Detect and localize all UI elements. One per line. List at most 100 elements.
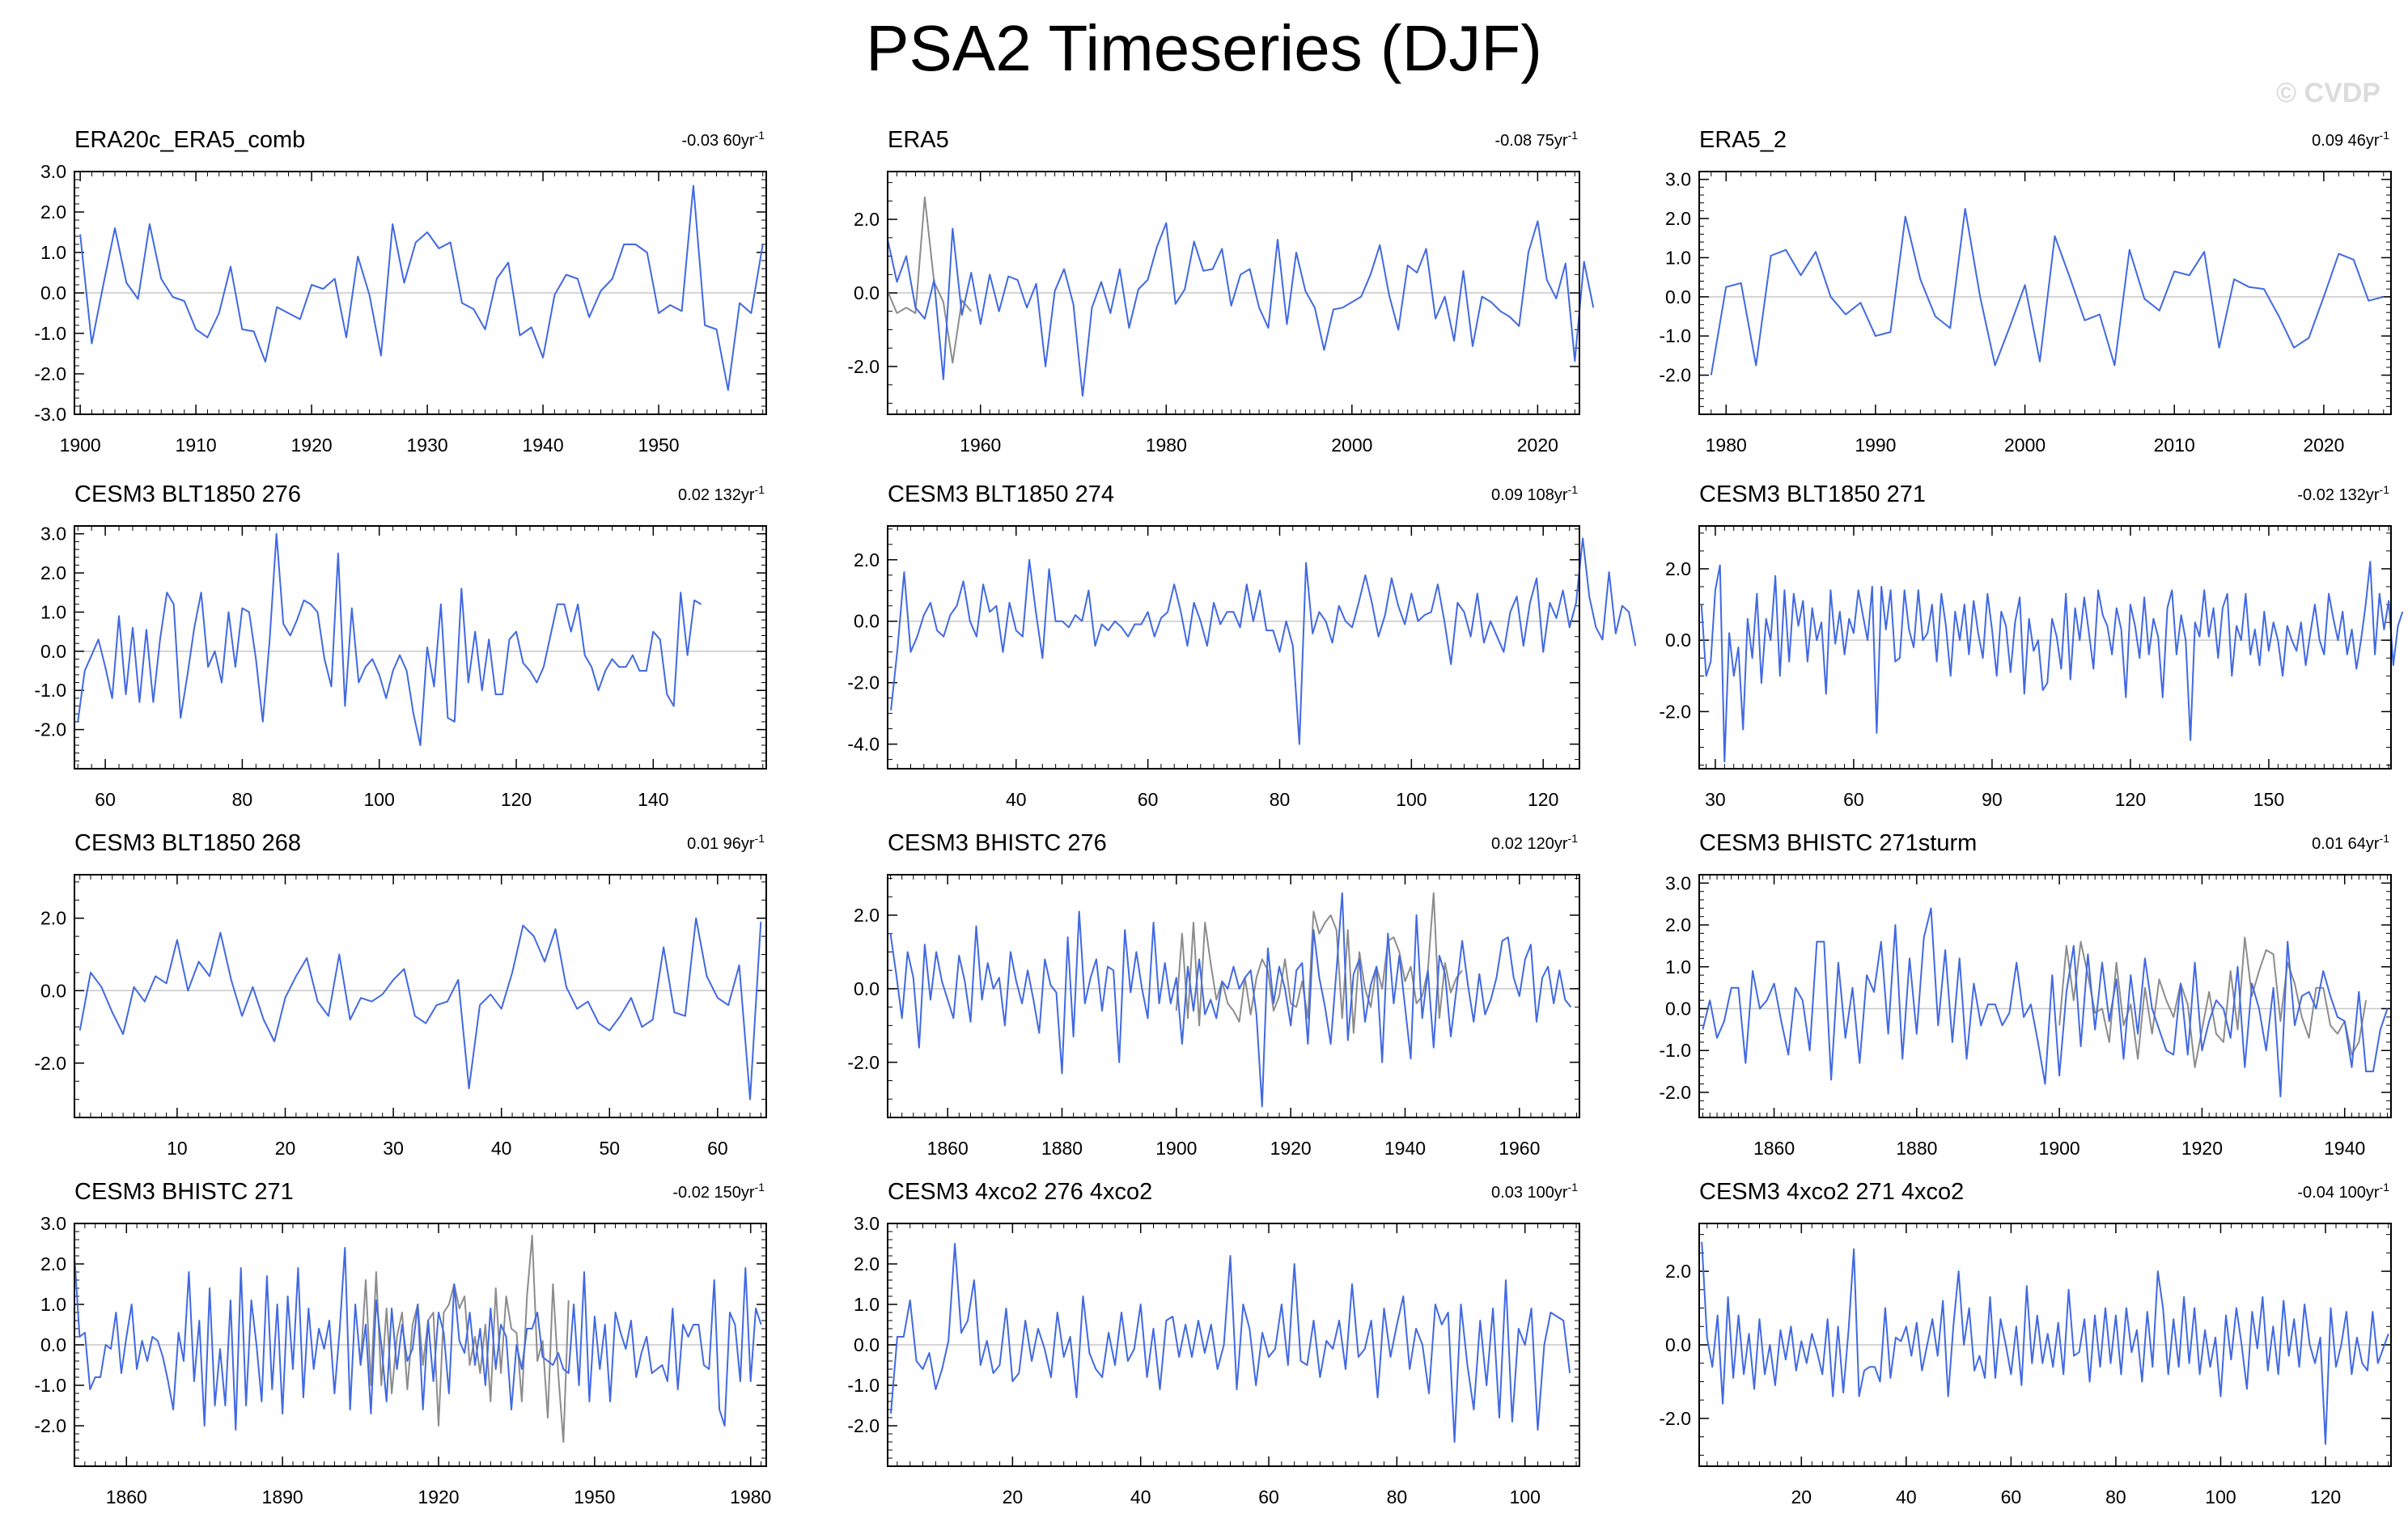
x-tick-label: 60	[1843, 789, 1864, 810]
y-tick-label: 3.0	[1665, 872, 1691, 893]
x-tick-label: 80	[1387, 1486, 1408, 1507]
y-tick-label: 0.0	[854, 1334, 880, 1355]
panel-title: CESM3 BLT1850 268	[74, 830, 301, 856]
x-tick-label: 90	[1982, 789, 2003, 810]
x-tick-label: 1900	[1155, 1138, 1197, 1159]
panel-title: ERA5	[888, 127, 949, 153]
x-tick-label: 1980	[1706, 435, 1747, 456]
trend-label: -0.03 60yr-1	[681, 129, 765, 150]
y-tick-label: -3.0	[34, 404, 66, 425]
chart-panel: CESM3 4xco2 271 4xco2 -0.04 100yr-1 2.0 0.0…	[1659, 1179, 2392, 1507]
y-tick-label: -4.0	[847, 734, 880, 755]
y-tick-label: 1.0	[1665, 247, 1691, 268]
plot-frame	[887, 525, 1580, 770]
x-tick-label: 80	[232, 789, 253, 810]
y-tick-label: -2.0	[1659, 1408, 1691, 1429]
plot-frame	[887, 171, 1580, 415]
x-tick-label: 1960	[960, 435, 1001, 456]
plot-frame	[74, 171, 767, 415]
y-tick-label: 3.0	[40, 1213, 66, 1234]
trend-label: -0.02 150yr-1	[672, 1181, 765, 1202]
plot-frame	[887, 1223, 1580, 1467]
x-tick-label: 2020	[2303, 435, 2344, 456]
panel-title: CESM3 BLT1850 271	[1699, 481, 1926, 507]
y-tick-label: -2.0	[1659, 365, 1691, 386]
primary-series-line	[1710, 208, 2385, 375]
x-tick-label: 1950	[638, 435, 679, 456]
x-tick-label: 1940	[2324, 1138, 2365, 1159]
x-tick-label: 1920	[291, 435, 333, 456]
x-tick-label: 1900	[2039, 1138, 2080, 1159]
panel-title: CESM3 4xco2 271 4xco2	[1699, 1179, 1964, 1205]
y-tick-label: 1.0	[40, 1294, 66, 1315]
y-tick-label: 2.0	[1665, 558, 1691, 579]
chart-panel: ERA5 -0.08 75yr-1 2.0 0.0 -2.0 1960 1980 2000 20…	[847, 127, 1595, 456]
y-tick-label: -1.0	[34, 680, 66, 701]
primary-series-line	[78, 917, 762, 1100]
plot-frame	[1698, 1223, 2392, 1467]
y-tick-label: 3.0	[1665, 169, 1691, 190]
primary-series-line	[889, 892, 1572, 1108]
trend-label: -0.08 75yr-1	[1494, 129, 1578, 150]
y-tick-label: -2.0	[847, 1415, 880, 1436]
chart-panel: CESM3 BLT1850 276 0.02 132yr-1 3.0 2.0 1.0 0.…	[34, 481, 767, 810]
y-tick-label: -2.0	[847, 356, 880, 377]
trend-label: 0.03 100yr-1	[1491, 1181, 1578, 1202]
trend-label: 0.01 64yr-1	[2312, 832, 2389, 853]
x-tick-label: 1930	[406, 435, 447, 456]
y-tick-label: -1.0	[34, 1375, 66, 1396]
x-tick-label: 1860	[1753, 1138, 1795, 1159]
y-tick-label: -2.0	[847, 672, 880, 693]
y-tick-label: 2.0	[854, 905, 880, 926]
y-tick-label: 3.0	[40, 524, 66, 545]
y-tick-label: -1.0	[1659, 1040, 1691, 1061]
primary-series-line	[890, 537, 1637, 745]
x-tick-label: 140	[638, 789, 668, 810]
x-tick-label: 1990	[1855, 435, 1896, 456]
y-tick-label: 0.0	[40, 980, 66, 1001]
x-tick-label: 60	[1258, 1486, 1279, 1507]
y-tick-label: 0.0	[854, 282, 880, 303]
x-tick-label: 1950	[574, 1486, 615, 1507]
x-tick-label: 150	[2253, 789, 2284, 810]
page-title: PSA2 Timeseries (DJF)	[866, 12, 1542, 84]
y-tick-label: -2.0	[34, 719, 66, 740]
plot-frame	[1698, 525, 2392, 770]
x-tick-label: 2000	[2004, 435, 2046, 456]
x-tick-label: 120	[1528, 789, 1558, 810]
primary-series-line	[1702, 907, 2389, 1098]
y-tick-label: 2.0	[854, 549, 880, 570]
chart-panel: CESM3 BLT1850 271 -0.02 132yr-1 2.0 0.0 -2.0…	[1659, 481, 2404, 810]
panel-title: ERA5_2	[1699, 127, 1787, 153]
x-tick-label: 120	[2310, 1486, 2341, 1507]
y-tick-label: 0.0	[40, 1334, 66, 1355]
panel-title: CESM3 BHISTC 271sturm	[1699, 830, 1977, 856]
x-tick-label: 1910	[176, 435, 217, 456]
x-tick-label: 1900	[60, 435, 101, 456]
chart-panel: CESM3 BHISTC 271 -0.02 150yr-1 3.0 2.0 1.0 0.…	[34, 1179, 771, 1507]
x-tick-label: 100	[1396, 789, 1427, 810]
x-tick-label: 40	[1130, 1486, 1151, 1507]
y-tick-label: -2.0	[1659, 701, 1691, 722]
plot-frame	[1698, 171, 2392, 415]
y-tick-label: 2.0	[1665, 914, 1691, 935]
y-tick-label: 0.0	[854, 611, 880, 632]
y-tick-label: -2.0	[34, 1415, 66, 1436]
trend-label: 0.09 108yr-1	[1491, 483, 1578, 504]
trend-label: -0.04 100yr-1	[2297, 1181, 2389, 1202]
primary-series-line	[77, 532, 702, 746]
x-tick-label: 100	[364, 789, 395, 810]
x-tick-label: 80	[2105, 1486, 2126, 1507]
primary-series-line	[1701, 1241, 2389, 1445]
x-tick-label: 1890	[262, 1486, 303, 1507]
panel-title: CESM3 BLT1850 274	[888, 481, 1114, 507]
x-tick-label: 2000	[1331, 435, 1372, 456]
x-tick-label: 30	[383, 1138, 404, 1159]
y-tick-label: -1.0	[1659, 325, 1691, 346]
primary-series-line	[890, 1243, 1571, 1443]
x-tick-label: 20	[1791, 1486, 1812, 1507]
y-tick-label: 1.0	[854, 1294, 880, 1315]
x-tick-label: 40	[491, 1138, 512, 1159]
chart-panel: ERA5_2 0.09 46yr-1 3.0 2.0 1.0 0.0 -1.0 -2.0 198…	[1659, 127, 2392, 456]
y-tick-label: 1.0	[40, 601, 66, 622]
